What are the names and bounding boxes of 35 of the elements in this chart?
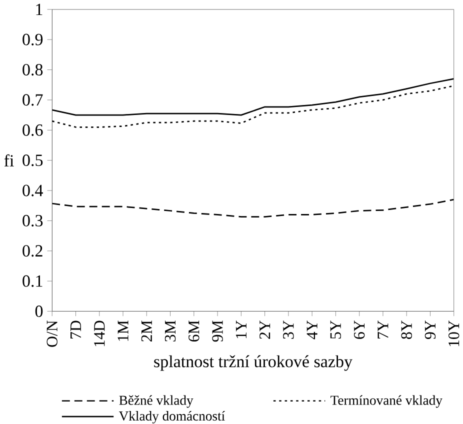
legend-label: Běžné vklady [119, 395, 194, 408]
x-tick-label: 3Y [283, 320, 294, 339]
x-tick-label: 5Y [330, 320, 341, 338]
x-tick-label: O/N [46, 320, 58, 347]
legend-label: Termínované vklady [330, 395, 442, 408]
y-tick-label: 0.9 [22, 34, 43, 46]
y-tick-label: 1 [36, 4, 42, 15]
x-tick-label: 9M [212, 320, 223, 342]
x-tick-label: 6Y [354, 320, 365, 339]
x-tick-label: 8Y [401, 320, 412, 339]
x-tick-label: 6M [188, 320, 200, 342]
x-tick-label: 2M [141, 320, 152, 342]
y-axis-title: fi [4, 154, 14, 166]
x-tick-label: 4Y [306, 320, 318, 340]
y-tick-label: 0.8 [22, 64, 43, 76]
y-tick-label: 0.6 [22, 124, 43, 136]
y-tick-label: 0 [35, 305, 43, 317]
x-tick-label: 9Y [424, 320, 436, 339]
y-tick-label: 0.3 [22, 214, 43, 226]
x-tick-label: 1M [118, 320, 128, 341]
x-tick-label: 14D [94, 320, 105, 346]
y-tick-label: 0.4 [22, 184, 43, 196]
y-tick-label: 0.2 [22, 244, 42, 256]
x-axis-title: splatnost tržní úrokové sazby [154, 355, 352, 371]
x-tick-label: 7Y [378, 320, 388, 338]
y-tick-label: 0.7 [22, 94, 43, 106]
x-tick-label: 2Y [260, 320, 270, 339]
y-tick-label: 0.1 [22, 275, 42, 287]
line-series [52, 84, 454, 128]
x-tick-label: 7D [70, 320, 81, 338]
y-tick-label: 0.5 [22, 154, 43, 166]
x-tick-label: 3M [164, 320, 176, 342]
x-tick-label: 1Y [236, 320, 246, 338]
legend-label: Vklady domácností [118, 410, 225, 424]
x-tick-label: 10Y [448, 320, 460, 346]
